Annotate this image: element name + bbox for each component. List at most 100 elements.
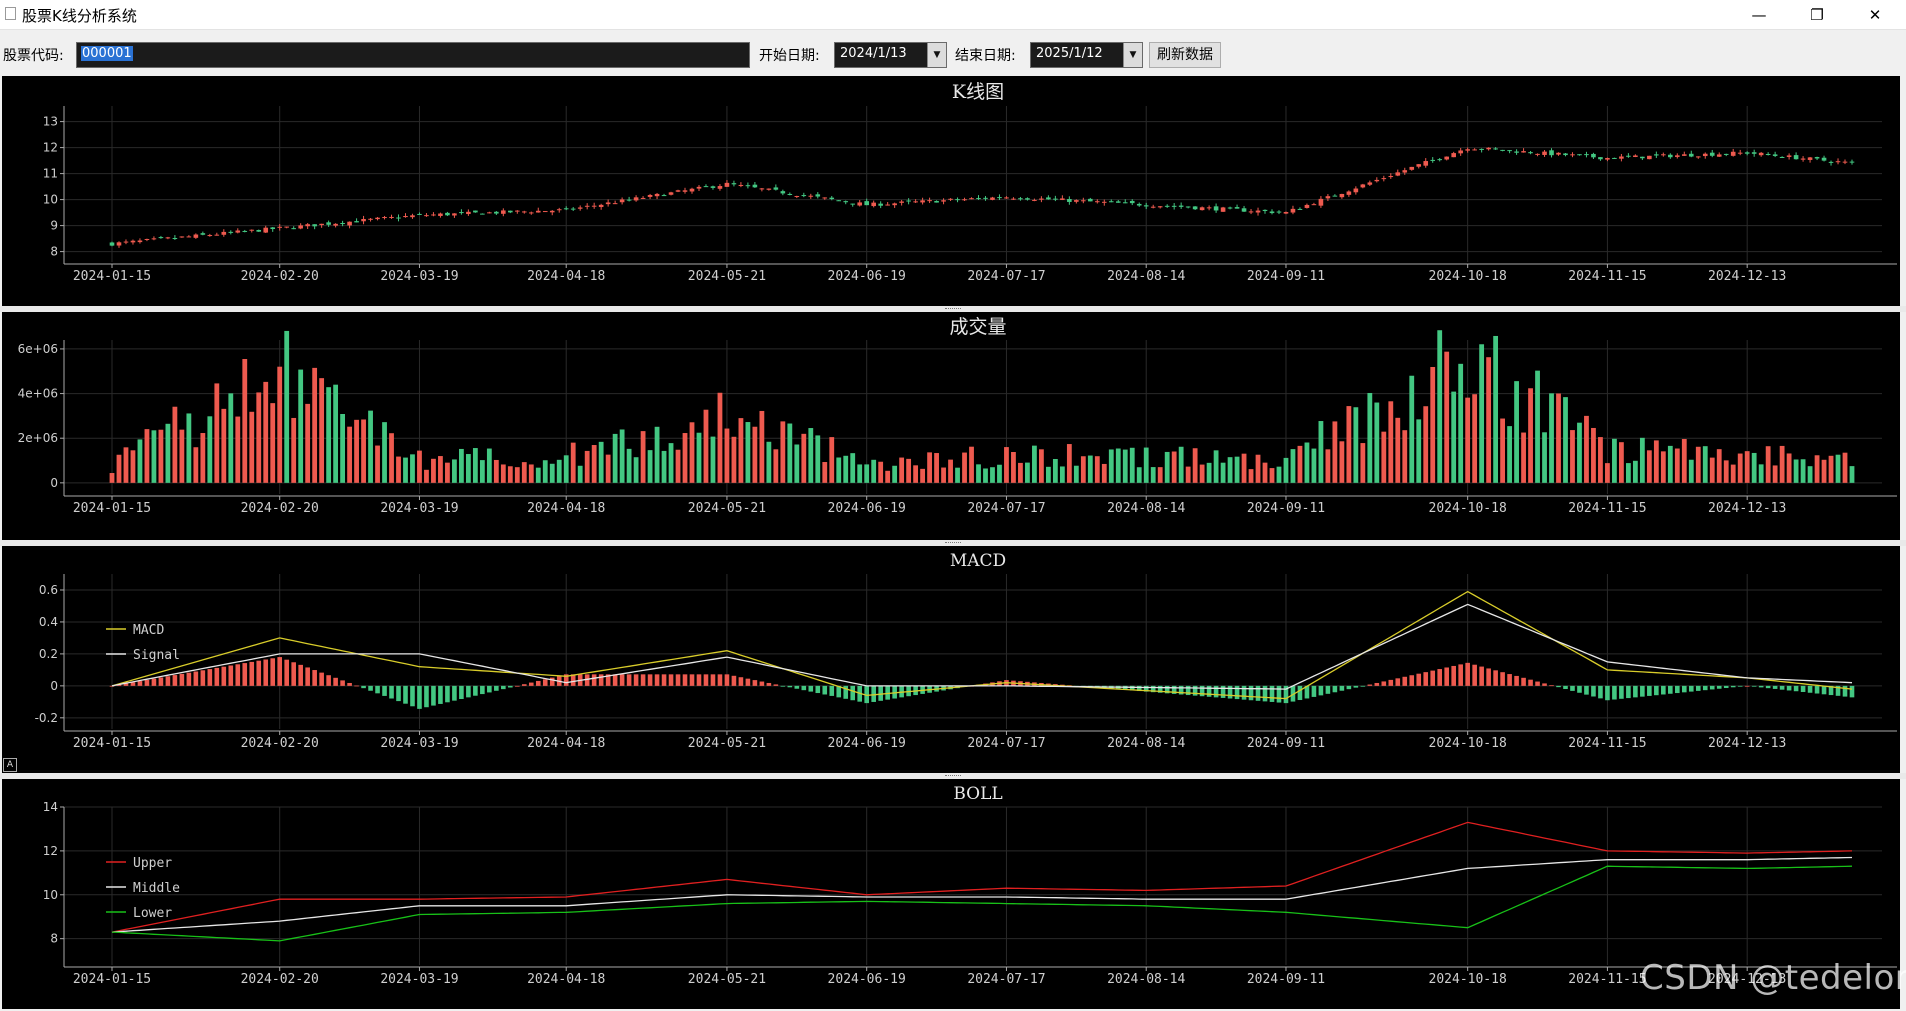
- macd-histogram-bar: [340, 680, 345, 686]
- macd-histogram-bar: [668, 674, 674, 686]
- volume-bar: [738, 418, 744, 483]
- macd-histogram-bar: [1374, 682, 1380, 686]
- macd-histogram-bar: [626, 674, 632, 686]
- macd-histogram-bar: [403, 685, 408, 704]
- start-date-edit[interactable]: 2024/1/13 ▼: [834, 42, 947, 68]
- end-date-edit[interactable]: 2025/1/12 ▼: [1030, 42, 1143, 68]
- candle-body: [1681, 154, 1687, 156]
- candle-body: [1248, 211, 1254, 213]
- volume-bar: [1339, 441, 1345, 483]
- macd-histogram-bar: [326, 675, 331, 686]
- macd-histogram-bar: [570, 674, 576, 686]
- volume-bar: [969, 446, 974, 483]
- candle-body: [1367, 182, 1373, 185]
- macd-histogram-bar: [151, 678, 157, 686]
- candle-body: [1563, 153, 1568, 156]
- candle-body: [1849, 161, 1855, 163]
- volume-bar: [801, 433, 807, 483]
- volume-bar: [193, 447, 199, 483]
- macd-panel: MACD -0.2 0 0.2 0.4 0.6 2024-01-15 2024-02-20 2…: [2, 546, 1900, 773]
- macd-histogram-bar: [528, 682, 534, 686]
- splitter-handle[interactable]: [0, 540, 1906, 546]
- macd-histogram-bar: [1709, 685, 1715, 690]
- macd-histogram-bar: [1416, 673, 1422, 686]
- volume-bar: [549, 463, 555, 483]
- candle-body: [403, 216, 408, 218]
- macd-histogram-bar: [1744, 685, 1750, 687]
- volume-bar: [1800, 459, 1806, 483]
- candle-body: [1122, 202, 1128, 204]
- macd-histogram-bar: [494, 685, 499, 691]
- candle-body: [1779, 156, 1785, 158]
- volume-bar: [1423, 406, 1429, 483]
- y-tick-label: 9: [50, 219, 58, 233]
- x-tick-label: 2024-04-18: [527, 972, 605, 987]
- lower-band-line: [111, 865, 1853, 942]
- volume-bar: [1018, 462, 1023, 483]
- volume-bar: [319, 378, 325, 483]
- volume-bar: [1772, 465, 1778, 483]
- macd-histogram-bar: [787, 685, 793, 688]
- close-button[interactable]: ✕: [1868, 5, 1882, 24]
- macd-histogram-bar: [249, 661, 255, 686]
- minimize-button[interactable]: —: [1751, 5, 1767, 24]
- macd-histogram-bar: [1591, 685, 1596, 697]
- macd-histogram-bar: [389, 685, 394, 699]
- auto-range-button[interactable]: A: [3, 758, 17, 772]
- splitter-handle[interactable]: [0, 306, 1906, 312]
- end-date-dropdown-icon[interactable]: ▼: [1123, 43, 1142, 67]
- macd-histogram-bar: [1584, 685, 1589, 695]
- volume-bar: [277, 366, 283, 483]
- candle-body: [1507, 150, 1512, 152]
- candle-body: [1633, 155, 1638, 157]
- macd-histogram-bar: [703, 674, 709, 686]
- volume-bar: [689, 422, 695, 483]
- macd-histogram-bar: [221, 666, 227, 686]
- volume-bar: [1388, 401, 1394, 483]
- volume-bar: [556, 459, 562, 483]
- macd-histogram-bar: [654, 674, 660, 686]
- refresh-data-button[interactable]: 刷新数据: [1149, 42, 1221, 68]
- volume-bar: [675, 449, 681, 483]
- macd-histogram-bar: [1199, 685, 1205, 697]
- candle-body: [1276, 211, 1282, 213]
- macd-histogram-bar: [214, 667, 220, 686]
- candle-body: [291, 228, 296, 230]
- volume-bar: [759, 410, 765, 483]
- volume-bar: [1570, 430, 1575, 483]
- macd-histogram-bar: [333, 677, 338, 686]
- candle-body: [1688, 153, 1694, 157]
- macd-histogram-bar: [871, 685, 876, 702]
- candle-body: [1458, 150, 1463, 154]
- macd-histogram-bar: [109, 685, 115, 687]
- x-tick-label: 2024-07-17: [967, 736, 1045, 751]
- volume-bar: [780, 421, 786, 483]
- volume-title: 成交量: [949, 316, 1006, 338]
- candle-body: [1178, 205, 1184, 207]
- volume-bar: [1451, 391, 1457, 483]
- macd-histogram-bar: [1793, 685, 1799, 692]
- stock-code-input[interactable]: 000001: [76, 42, 750, 68]
- candle-body: [1241, 208, 1247, 212]
- volume-bar: [479, 460, 485, 483]
- candle-body: [1283, 212, 1289, 214]
- macd-histogram-bar: [1640, 685, 1645, 697]
- x-tick-label: 2024-06-19: [828, 269, 906, 284]
- volume-bar: [270, 403, 276, 483]
- volume-bar: [612, 433, 618, 483]
- restore-button[interactable]: ❐: [1810, 5, 1824, 24]
- candle-body: [515, 210, 520, 212]
- volume-bar: [605, 454, 611, 483]
- volume-bar: [305, 403, 311, 483]
- candle-body: [109, 242, 115, 246]
- macd-histogram-bar: [647, 674, 653, 686]
- macd-histogram-bar: [1556, 685, 1561, 688]
- macd-histogram-bar: [1122, 685, 1128, 690]
- candle-body: [1374, 179, 1380, 182]
- start-date-dropdown-icon[interactable]: ▼: [927, 43, 946, 67]
- volume-bar: [1227, 457, 1233, 483]
- candle-body: [731, 183, 737, 185]
- macd-histogram-bar: [598, 674, 604, 686]
- splitter-handle[interactable]: [0, 773, 1906, 779]
- macd-histogram-bar: [1814, 685, 1820, 694]
